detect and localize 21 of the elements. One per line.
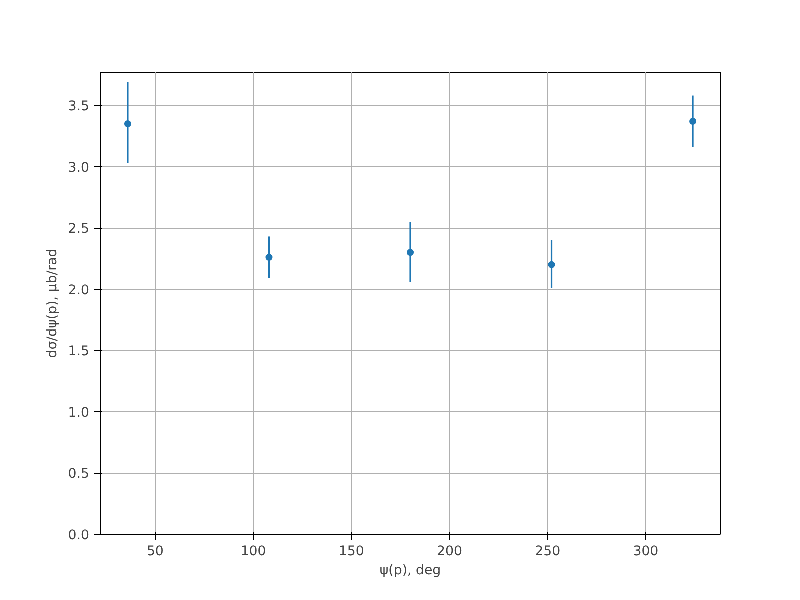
y-tick-label: 1.5 bbox=[68, 344, 90, 360]
y-tick-label: 0.5 bbox=[68, 467, 90, 482]
x-tick-label: 200 bbox=[437, 544, 462, 560]
x-tick-label: 150 bbox=[338, 544, 364, 560]
x-tick-label: 50 bbox=[146, 544, 164, 560]
point bbox=[690, 118, 697, 126]
point bbox=[124, 120, 132, 128]
y-tick-label: 0.0 bbox=[68, 528, 90, 544]
y-tick-label: 2.0 bbox=[68, 283, 90, 298]
x-tick-label: 250 bbox=[535, 544, 561, 560]
y-axis-title: dσ/dψ(p), μb/rad bbox=[45, 248, 60, 358]
point bbox=[266, 254, 273, 262]
y-tick-label: 3.5 bbox=[68, 100, 90, 115]
point bbox=[407, 249, 414, 256]
y-tick-label: 2.5 bbox=[68, 222, 90, 238]
point bbox=[548, 261, 556, 268]
x-axis-title: ψ(p), deg bbox=[380, 564, 442, 578]
y-tick-label: 1.0 bbox=[68, 406, 90, 421]
y-tick-label: 3.0 bbox=[68, 160, 90, 176]
x-tick-label: 100 bbox=[240, 544, 266, 560]
x-tick-label: 300 bbox=[633, 544, 659, 560]
